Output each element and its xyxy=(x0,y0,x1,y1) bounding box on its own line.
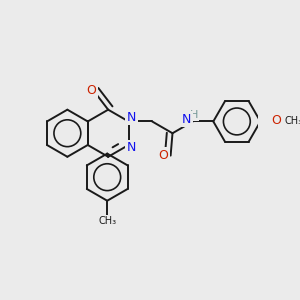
Text: CH₃: CH₃ xyxy=(98,216,116,226)
Text: N: N xyxy=(182,113,191,126)
Text: O: O xyxy=(86,84,96,97)
Text: N: N xyxy=(127,141,136,154)
Text: H: H xyxy=(189,110,198,120)
Text: CH₃: CH₃ xyxy=(285,116,300,127)
Text: O: O xyxy=(271,114,281,127)
Text: N: N xyxy=(127,111,136,124)
Text: O: O xyxy=(158,149,168,162)
